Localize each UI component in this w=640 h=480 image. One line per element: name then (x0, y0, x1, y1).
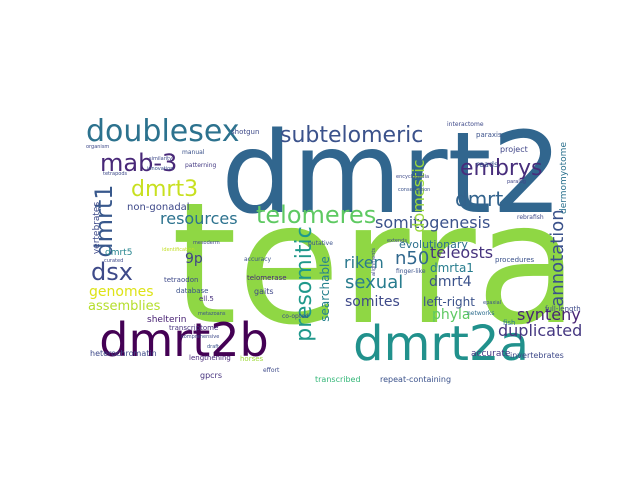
word-mesoderm: mesoderm (193, 240, 220, 246)
word-dermomyotome: dermomyotome (559, 142, 569, 214)
word-gpcrs: gpcrs (200, 371, 222, 380)
word-database: database (176, 287, 208, 295)
word-effort: effort (263, 367, 280, 374)
word-non-gonadal: non-gonadal (127, 202, 190, 213)
word-transcribed: transcribed (315, 375, 361, 384)
word-subtelomeric: subtelomeric (280, 123, 423, 148)
word-annotation: annotation (547, 209, 568, 306)
word-tetrapods: tetrapods (103, 171, 128, 177)
word-repeat-containing: repeat-containing (380, 375, 451, 384)
word-dmrt2b: dmrt2b (99, 313, 268, 367)
word-heterochromatin: heterochromatin (90, 349, 157, 358)
word-accurate: accurate (471, 349, 511, 359)
word-shelterin: shelterin (147, 315, 186, 325)
word-embrys: embrys (460, 156, 542, 181)
word-co-opted: co-opted (282, 313, 309, 320)
word-putative: putative (308, 240, 333, 247)
word-9p: 9p (185, 251, 203, 267)
word-somites: somites (345, 294, 400, 310)
word-assemblies: assemblies (88, 299, 161, 314)
word-draft: draft (207, 344, 219, 350)
word-full-length: full-length (545, 305, 581, 313)
word-accuracy: accuracy (244, 256, 272, 263)
word-n50: n50 (395, 248, 429, 269)
word-vertebrates: vertebrates (92, 202, 102, 255)
word-tetraodon: tetraodon (164, 276, 198, 284)
word-paralog: paralog (507, 179, 526, 185)
word-synteny: synteny (517, 305, 581, 324)
word-dmrt4: dmrt4 (429, 274, 472, 290)
word-mab-3: mab-3 (100, 149, 177, 177)
word-doublesex: doublesex (86, 114, 240, 149)
word-paraxis: paraxis (476, 131, 502, 139)
word-reads: reads (476, 160, 498, 169)
word-extends: extends (387, 238, 407, 244)
word-alignments: alignments (371, 248, 377, 276)
word-ell-5: ell.5 (199, 295, 214, 303)
word-terra: terra (171, 166, 578, 362)
word-riken: riken (344, 253, 384, 272)
word-telomerase: telomerase (247, 274, 287, 282)
word-epaxial: epaxial (483, 300, 501, 306)
word-somitogenesis: somitogenesis (375, 213, 490, 232)
word-dsx: dsx (91, 258, 133, 286)
word-manual: manual (182, 149, 205, 156)
word-invertebrates: invertebrates (510, 351, 564, 360)
word-lengthening: lengthening (189, 354, 231, 362)
word-organism: organism (86, 144, 109, 150)
word-horses: horses (240, 355, 264, 363)
word-searchable: searchable (318, 256, 332, 322)
word-resources: resources (160, 209, 238, 228)
word-dmrt: dmrt (455, 187, 503, 211)
word-rebrafish: rebrafish (517, 214, 544, 221)
word-genomes: genomes (89, 284, 153, 300)
word-comprehensive: comprehensive (181, 334, 219, 340)
word-conservation: conservation (398, 187, 430, 193)
word-innovation: innovation (147, 166, 173, 172)
word-dmrt2a: dmrt2a (353, 316, 529, 372)
word-gaits: gaits (254, 287, 274, 296)
word-interactome: interactome (447, 121, 484, 128)
word-dmrt3: dmrt3 (131, 177, 198, 202)
word-project: project (500, 145, 528, 154)
word-teleosts: teleosts (430, 243, 493, 262)
word-patterning: patterning (185, 162, 217, 169)
word-left-right: left-right (423, 295, 475, 309)
word-encyclopedia: encyclopedia (396, 174, 429, 180)
word-finger-like: finger-like (396, 268, 426, 275)
word-transcriptome: transcriptome (169, 324, 218, 332)
word-dmrt1: dmrt1 (90, 184, 118, 257)
word-dmrta1: dmrta1 (430, 261, 474, 275)
word-curated: curated (104, 258, 123, 264)
word-domestic: domestic (409, 159, 428, 232)
word-phyla: phyla (432, 307, 471, 323)
word-identification: identification (162, 247, 195, 253)
word-metazoans: metazoans (198, 311, 226, 317)
word-dmrt2: dmrt2 (221, 109, 562, 239)
word-shotgun: shotgun (231, 128, 259, 136)
word-evolutionary: evolutionary (399, 238, 468, 251)
word-networks: networks (467, 310, 495, 317)
word-fish: fish (503, 319, 516, 327)
word-telomeres: telomeres (256, 201, 376, 229)
word-sexual: sexual (345, 272, 403, 293)
word-similarity: similarity (149, 156, 172, 162)
word-duplicated: duplicated (498, 321, 582, 340)
word-presomitic: presomitic (292, 226, 317, 341)
word-dmrt5: dmrt5 (105, 248, 132, 258)
word-procedures: procedures (495, 256, 535, 264)
